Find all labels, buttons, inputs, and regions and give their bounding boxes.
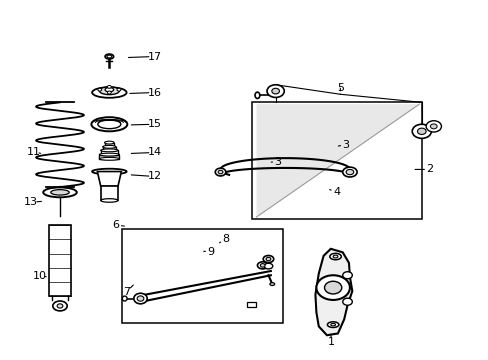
Ellipse shape xyxy=(99,157,119,160)
Ellipse shape xyxy=(263,256,273,262)
Text: 9: 9 xyxy=(207,247,214,257)
Ellipse shape xyxy=(107,55,112,58)
Circle shape xyxy=(425,121,441,132)
Bar xyxy=(101,186,118,201)
Ellipse shape xyxy=(98,120,121,129)
Ellipse shape xyxy=(329,253,341,260)
Ellipse shape xyxy=(99,153,119,156)
Ellipse shape xyxy=(257,262,267,269)
Ellipse shape xyxy=(327,322,338,328)
Text: 8: 8 xyxy=(222,234,228,244)
Ellipse shape xyxy=(102,145,116,148)
Circle shape xyxy=(117,88,121,91)
Ellipse shape xyxy=(260,264,264,267)
Text: 3: 3 xyxy=(342,140,349,150)
Circle shape xyxy=(411,124,430,138)
Ellipse shape xyxy=(57,304,63,308)
Text: 4: 4 xyxy=(332,186,339,197)
Circle shape xyxy=(107,91,111,94)
Text: 6: 6 xyxy=(112,220,120,230)
Ellipse shape xyxy=(332,255,337,258)
Ellipse shape xyxy=(51,190,69,195)
Circle shape xyxy=(107,85,111,88)
Bar xyxy=(102,147,116,150)
Polygon shape xyxy=(97,171,121,186)
Text: 12: 12 xyxy=(147,171,161,181)
Text: 13: 13 xyxy=(24,197,38,207)
Ellipse shape xyxy=(269,283,274,285)
Bar xyxy=(251,102,421,219)
Text: 16: 16 xyxy=(147,87,161,98)
Circle shape xyxy=(342,298,351,305)
Bar xyxy=(49,225,70,296)
Polygon shape xyxy=(315,249,351,335)
Ellipse shape xyxy=(101,149,118,152)
Text: 15: 15 xyxy=(147,119,161,129)
Ellipse shape xyxy=(218,170,223,174)
Text: 14: 14 xyxy=(147,148,161,157)
Ellipse shape xyxy=(215,168,225,176)
Text: 2: 2 xyxy=(426,165,433,174)
Bar xyxy=(101,150,118,154)
Circle shape xyxy=(271,88,279,94)
Ellipse shape xyxy=(104,141,114,144)
Ellipse shape xyxy=(92,87,126,98)
Text: 17: 17 xyxy=(147,51,161,62)
Ellipse shape xyxy=(122,296,127,301)
Circle shape xyxy=(266,85,284,98)
Ellipse shape xyxy=(92,169,126,174)
Text: 10: 10 xyxy=(32,271,46,281)
Ellipse shape xyxy=(342,167,356,177)
Text: 3: 3 xyxy=(274,157,281,167)
Bar xyxy=(246,302,256,307)
Ellipse shape xyxy=(346,170,353,175)
Polygon shape xyxy=(256,104,419,217)
Ellipse shape xyxy=(105,54,113,59)
Text: 5: 5 xyxy=(336,83,343,93)
Circle shape xyxy=(417,128,425,135)
Ellipse shape xyxy=(330,323,335,326)
Circle shape xyxy=(324,281,341,294)
Bar xyxy=(104,143,114,146)
Ellipse shape xyxy=(265,257,270,261)
Bar xyxy=(122,229,282,323)
Text: 1: 1 xyxy=(327,337,335,347)
Text: 11: 11 xyxy=(26,147,41,157)
Ellipse shape xyxy=(264,263,272,269)
Ellipse shape xyxy=(43,188,77,197)
Circle shape xyxy=(429,124,436,129)
Ellipse shape xyxy=(105,87,113,92)
Ellipse shape xyxy=(99,87,119,95)
Bar xyxy=(99,154,119,159)
Ellipse shape xyxy=(53,301,67,311)
Text: 7: 7 xyxy=(123,287,130,297)
Ellipse shape xyxy=(134,293,147,304)
Ellipse shape xyxy=(255,92,259,99)
Ellipse shape xyxy=(91,117,127,131)
Circle shape xyxy=(98,88,102,91)
Ellipse shape xyxy=(101,199,118,202)
Circle shape xyxy=(342,272,351,279)
Ellipse shape xyxy=(137,296,143,301)
Circle shape xyxy=(316,275,349,300)
